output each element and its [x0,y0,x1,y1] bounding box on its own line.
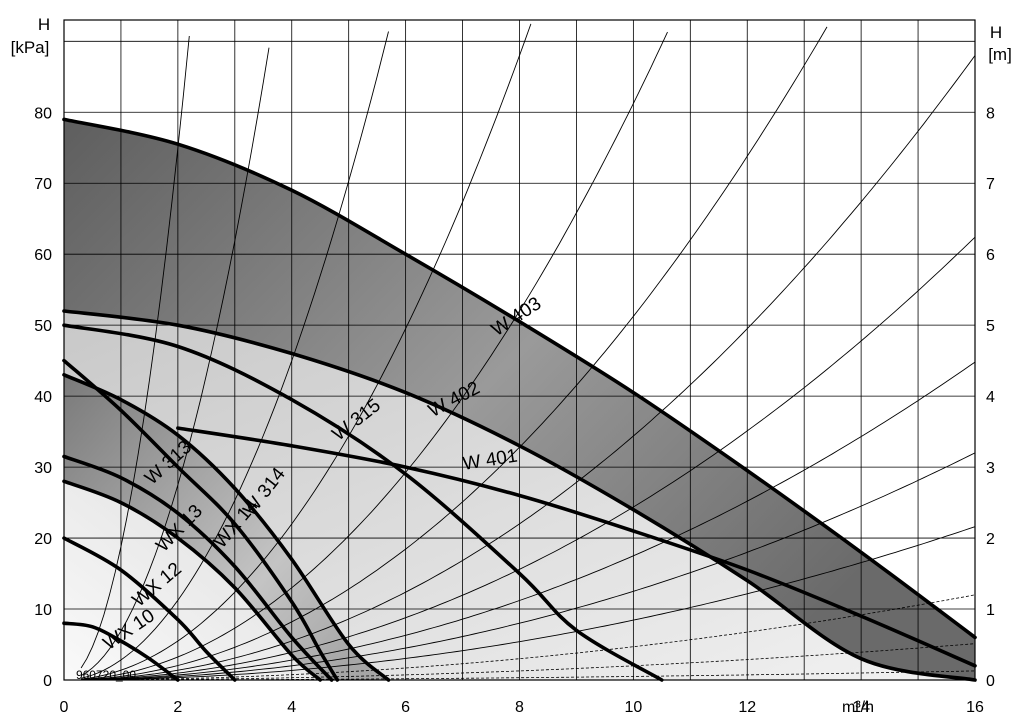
system-curve [81,26,828,681]
shaded-region-small-pumps [64,374,389,680]
pump-curves [62,117,977,682]
y-right-tick-label: 3 [986,460,995,477]
curve-w-314 [62,373,391,682]
grid [63,20,976,681]
system-curve [80,47,270,676]
curve-w-403 [62,117,977,640]
y-left-tick-label: 0 [43,673,52,690]
x-tick-label: 12 [738,699,756,716]
system-curve [81,452,976,681]
system-curve [81,23,532,680]
curve-w-401 [176,426,977,668]
y-left-tick-label: 40 [34,389,52,406]
y-right-title-unit: [m] [988,45,1012,64]
y-right-tick-label: 8 [986,105,995,122]
curve-wx-14 [62,454,334,682]
x-tick-label: 2 [173,699,182,716]
system-curve [81,31,668,680]
y-left-tick-label: 30 [34,460,52,477]
system-curve [81,670,976,681]
y-right-tick-label: 6 [986,247,995,264]
curve-w-313 [62,358,340,682]
curve-w-402 [62,309,977,682]
y-left-tick-label: 60 [34,247,52,264]
y-right-title-symbol: H [990,23,1002,42]
curve-wx-13 [62,479,322,682]
plot-frame [63,19,976,681]
system-curve [81,594,976,681]
y-left-tick-label: 70 [34,176,52,193]
y-left-title-symbol: H [38,15,50,34]
y-right-tick-label: 2 [986,531,995,548]
x-tick-label: 8 [515,699,524,716]
y-left-title-unit: [kPa] [11,38,50,57]
y-left-tick-label: 20 [34,531,52,548]
y-left-tick-label: 50 [34,318,52,335]
system-curve [81,236,976,681]
y-left-tick-label: 80 [34,105,52,122]
figure-code: 960720_00 [76,668,136,682]
y-right-tick-label: 1 [986,602,995,619]
system-curve [81,55,976,681]
y-right-tick-label: 7 [986,176,995,193]
x-tick-label: 6 [401,699,410,716]
x-tick-label: 14 [852,699,870,716]
y-right-tick-label: 0 [986,673,995,690]
y-left-tick-label: 10 [34,602,52,619]
x-tick-label: 10 [624,699,642,716]
system-curve [81,643,976,681]
curve-wx-12 [62,536,237,682]
curve-wx-10 [62,621,180,682]
x-tick-label: 0 [60,699,69,716]
curve-w-315 [62,323,664,682]
y-right-tick-label: 4 [986,389,995,406]
x-unit-label: m³/h [842,699,874,716]
y-right-tick-label: 5 [986,318,995,335]
x-tick-label: 4 [287,699,296,716]
x-tick-label: 16 [966,699,984,716]
system-curve [81,361,976,681]
